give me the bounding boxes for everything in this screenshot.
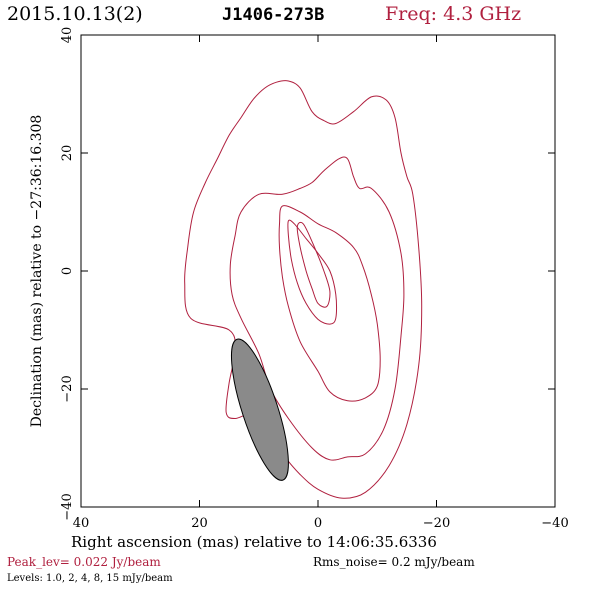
rms-noise: Rms_noise= 0.2 mJy/beam xyxy=(313,555,475,569)
y-tick-label: 20 xyxy=(60,145,75,162)
x-axis-label: Right ascension (mas) relative to 14:06:… xyxy=(71,533,437,551)
peak-level: Peak_lev= 0.022 Jy/beam xyxy=(7,555,161,569)
tick-labels: 40 20 0 −20 −40 −40 −20 0 20 40 xyxy=(60,27,569,531)
x-tick-label: −40 xyxy=(541,516,568,531)
tick-marks xyxy=(80,34,556,508)
observation-date: 2015.10.13(2) xyxy=(7,3,143,25)
y-tick-label: 40 xyxy=(60,27,75,44)
y-axis-label: Declination (mas) relative to −27:36:16.… xyxy=(29,115,45,428)
beam-ellipse xyxy=(230,338,289,481)
contour-level-4 xyxy=(278,205,381,402)
x-tick-label: 0 xyxy=(314,516,322,531)
contour-level-15 xyxy=(296,221,331,308)
x-tick-label: −20 xyxy=(423,516,450,531)
contour-levels: Levels: 1.0, 2, 4, 8, 15 mJy/beam xyxy=(7,573,173,584)
source-name: J1406-273B xyxy=(222,5,325,25)
frequency-label: Freq: 4.3 GHz xyxy=(385,3,522,25)
x-tick-label: 40 xyxy=(73,516,90,531)
plot-frame xyxy=(80,34,556,508)
y-tick-label: 0 xyxy=(60,267,75,275)
x-tick-label: 20 xyxy=(191,516,208,531)
contour-lines xyxy=(184,80,423,499)
restoring-beam xyxy=(230,338,289,481)
contour-level-2 xyxy=(229,156,405,461)
contour-level-1 xyxy=(184,80,423,499)
contour-level-8 xyxy=(287,219,338,325)
y-tick-label: −40 xyxy=(60,493,75,520)
y-tick-label: −20 xyxy=(60,375,75,402)
